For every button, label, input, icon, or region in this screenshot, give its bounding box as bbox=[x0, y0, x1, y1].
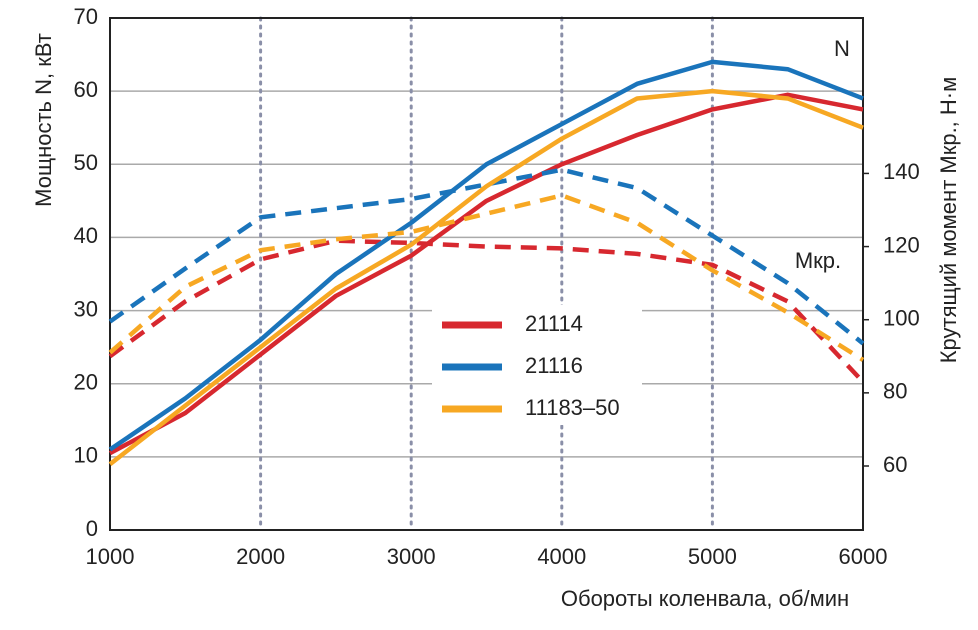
y-tick-label: 0 bbox=[86, 516, 98, 541]
x-tick-label: 5000 bbox=[688, 544, 737, 569]
annotation: Mкр. bbox=[795, 248, 841, 273]
y2-tick-label: 100 bbox=[883, 306, 920, 331]
torque-line bbox=[108, 167, 865, 346]
y-tick-label: 40 bbox=[74, 223, 98, 248]
power-line bbox=[108, 92, 864, 456]
y-tick-label: 30 bbox=[74, 296, 98, 321]
y2-tick-label: 120 bbox=[883, 232, 920, 257]
y2-tick-label: 140 bbox=[883, 159, 920, 184]
annotation: N bbox=[834, 36, 850, 61]
y-axis-label: Мощность N, кВт bbox=[31, 33, 56, 207]
x-tick-label: 4000 bbox=[537, 544, 586, 569]
torque-line bbox=[108, 238, 865, 384]
torque-line bbox=[108, 193, 865, 362]
x-tick-label: 6000 bbox=[839, 544, 888, 569]
y-tick-label: 50 bbox=[74, 150, 98, 175]
legend-label: 11183–50 bbox=[525, 395, 620, 420]
x-tick-label: 3000 bbox=[387, 544, 436, 569]
legend: 21114 21116 11183–50 bbox=[432, 305, 642, 425]
y-tick-label: 20 bbox=[74, 370, 98, 395]
power-line bbox=[108, 88, 864, 466]
y-tick-label: 60 bbox=[74, 77, 98, 102]
plot-frame bbox=[109, 17, 864, 531]
x-axis-label: Обороты коленвала, об/мин bbox=[561, 586, 849, 611]
x-tick-label: 2000 bbox=[236, 544, 285, 569]
legend-label: 21114 bbox=[525, 311, 583, 336]
power-line bbox=[108, 59, 864, 452]
y2-axis-label: Крутящий момент Mкр., Н·м bbox=[936, 77, 961, 364]
y2-tick-label: 80 bbox=[883, 379, 907, 404]
y-tick-label: 10 bbox=[74, 443, 98, 468]
x-tick-label: 1000 bbox=[86, 544, 135, 569]
y-tick-label: 70 bbox=[74, 4, 98, 29]
y2-tick-label: 60 bbox=[883, 452, 907, 477]
legend-label: 21116 bbox=[525, 353, 583, 378]
